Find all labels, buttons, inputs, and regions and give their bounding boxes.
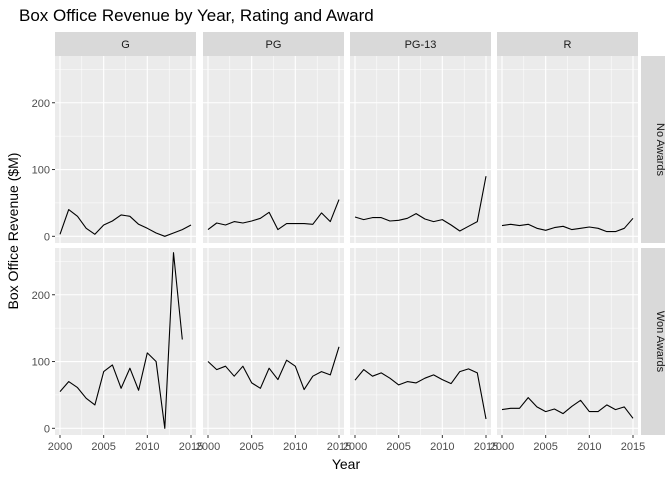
x-tick-label: 2005 <box>91 441 115 453</box>
y-tick-label: 200 <box>32 290 50 302</box>
facet-strip-label: R <box>564 39 572 51</box>
x-tick-label: 2000 <box>48 441 72 453</box>
x-tick-label: 2005 <box>239 441 263 453</box>
x-tick-label: 2015 <box>474 441 498 453</box>
facet-strip-2 <box>350 32 491 56</box>
y-axis-title: Box Office Revenue ($M) <box>5 153 21 310</box>
x-tick-label: 2010 <box>135 441 159 453</box>
y-tick-label: 0 <box>44 231 50 243</box>
y-tick-label: 0 <box>44 423 50 435</box>
series-line-PG-won-awards <box>207 346 340 391</box>
facet-strip-label: PG-13 <box>405 39 437 51</box>
x-tick-label: 2000 <box>196 441 220 453</box>
facet-strip-label: PG <box>266 39 282 51</box>
series-line-PG-13-won-awards <box>354 368 487 420</box>
y-tick-label: 100 <box>32 357 50 369</box>
y-tick-label: 200 <box>32 98 50 110</box>
facet-strip-label: G <box>121 39 130 51</box>
row-strip-0 <box>641 56 665 243</box>
series-line-R-won-awards <box>501 397 634 419</box>
x-tick-label: 2015 <box>621 441 645 453</box>
row-strip-1 <box>641 248 665 435</box>
x-tick-label: 2010 <box>283 441 307 453</box>
facet-strip-3 <box>497 32 638 56</box>
series-line-G-won-awards <box>59 252 183 429</box>
x-tick-label: 2000 <box>343 441 367 453</box>
chart-title: Box Office Revenue by Year, Rating and A… <box>19 6 374 25</box>
facet-strip-1 <box>203 32 344 56</box>
row-strip-label: No Awards <box>654 123 666 176</box>
series-line-PG-no-awards <box>207 199 340 231</box>
x-tick-label: 2010 <box>430 441 454 453</box>
series-line-PG-13-no-awards <box>354 176 487 232</box>
x-tick-label: 2015 <box>327 441 351 453</box>
y-tick-label: 100 <box>32 165 50 177</box>
series-line-R-no-awards <box>501 217 634 233</box>
x-tick-label: 2005 <box>386 441 410 453</box>
x-tick-label: 2010 <box>577 441 601 453</box>
row-strip-label: Won Awards <box>654 311 666 373</box>
x-tick-label: 2005 <box>533 441 557 453</box>
x-axis-title: Year <box>332 456 361 472</box>
facet-strip-0 <box>55 32 196 56</box>
x-tick-label: 2000 <box>490 441 514 453</box>
x-tick-label: 2015 <box>179 441 203 453</box>
series-line-G-no-awards <box>59 209 192 237</box>
